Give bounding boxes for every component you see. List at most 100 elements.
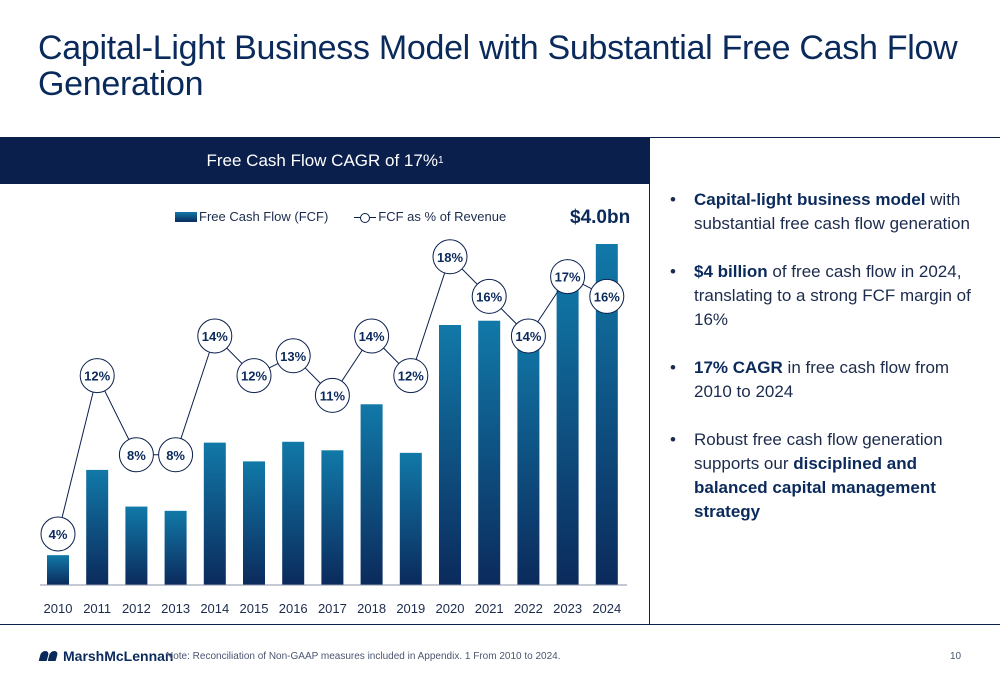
fcf-pct-marker-2011: 12% xyxy=(79,358,115,394)
fcf-pct-label-2013: 8% xyxy=(166,448,185,463)
fcf-chart: 4% 12% 8% 8% 14% 12% 13% 11% 14% 12% 18% 16% 14% 17% 1… xyxy=(40,239,627,616)
line-marker-icon xyxy=(354,211,377,223)
fcf-pct-label-2016: 13% xyxy=(280,349,306,364)
fcf-bar-2020 xyxy=(439,324,461,585)
fcf-bar-2019 xyxy=(399,452,422,585)
panel-divider xyxy=(649,137,650,625)
fcf-bar-2021 xyxy=(478,320,501,585)
fcf-pct-label-2024: 16% xyxy=(594,289,620,304)
x-tick-2011: 2011 xyxy=(83,601,111,616)
fcf-bar-2015 xyxy=(243,461,265,585)
fcf-pct-point-2013 xyxy=(158,437,194,473)
fcf-pct-marker-2024: 16% xyxy=(589,278,625,314)
fcf-pct-label-2020: 18% xyxy=(437,250,463,265)
fcf-pct-point-2024 xyxy=(589,278,625,314)
fcf-pct-label-2011: 12% xyxy=(84,369,110,384)
x-tick-2018: 2018 xyxy=(357,601,386,616)
legend-item-fcf-pct: FCF as % of Revenue xyxy=(354,209,506,224)
fcf-pct-label-2023: 17% xyxy=(555,270,581,285)
fcf-pct-marker-2013: 8% xyxy=(158,437,194,473)
fcf-bar-2022 xyxy=(517,327,540,585)
fcf-pct-marker-2015: 12% xyxy=(236,358,272,394)
fcf-pct-point-2020 xyxy=(432,239,468,275)
x-tick-2021: 2021 xyxy=(475,601,504,616)
fcf-pct-point-2018 xyxy=(354,318,390,354)
panel-header-text: Free Cash Flow CAGR of 17% xyxy=(206,150,438,170)
fcf-pct-label-2012: 8% xyxy=(127,448,146,463)
fcf-pct-marker-2022: 14% xyxy=(510,318,546,354)
fcf-pct-point-2012 xyxy=(118,437,154,473)
bar-swatch-icon xyxy=(175,211,197,222)
fcf-2024-callout: $4.0bn xyxy=(570,207,631,228)
x-tick-2010: 2010 xyxy=(44,601,73,616)
chart-panel-header: Free Cash Flow CAGR of 17% 1 xyxy=(0,137,650,184)
panel-top-rule xyxy=(650,137,1000,138)
fcf-pct-point-2017 xyxy=(314,377,350,413)
logo-mark-icon xyxy=(38,651,59,661)
fcf-pct-label-2021: 16% xyxy=(476,289,502,304)
fcf-pct-point-2014 xyxy=(197,318,233,354)
bullet-item: • Capital-light business model with subst… xyxy=(670,190,970,233)
x-tick-2024: 2024 xyxy=(592,601,621,616)
fcf-pct-marker-2023: 17% xyxy=(550,259,586,295)
x-tick-2012: 2012 xyxy=(122,601,151,616)
x-tick-2020: 2020 xyxy=(436,601,465,616)
fcf-pct-marker-2017: 11% xyxy=(314,377,350,413)
fcf-bar-2017 xyxy=(321,450,344,585)
fcf-bar-2016 xyxy=(282,441,305,585)
x-tick-2023: 2023 xyxy=(553,601,582,616)
page-number: 10 xyxy=(950,651,962,662)
x-tick-2016: 2016 xyxy=(279,601,308,616)
fcf-pct-marker-2018: 14% xyxy=(354,318,390,354)
bullet-item: • Robust free cash flow generation suppor… xyxy=(670,430,943,521)
x-tick-2014: 2014 xyxy=(200,601,229,616)
fcf-pct-point-2011 xyxy=(79,358,115,394)
x-tick-2015: 2015 xyxy=(240,601,269,616)
legend-label-fcf-pct: FCF as % of Revenue xyxy=(378,209,507,224)
fcf-pct-marker-2020: 18% xyxy=(432,239,468,275)
footnote-marker: 1 xyxy=(437,155,444,166)
fcf-pct-label-2017: 11% xyxy=(320,388,346,403)
fcf-pct-marker-2014: 14% xyxy=(197,318,233,354)
fcf-pct-point-2015 xyxy=(236,358,272,394)
legend-label-fcf: Free Cash Flow (FCF) xyxy=(199,209,329,224)
fcf-pct-point-2023 xyxy=(550,259,586,295)
x-tick-2019: 2019 xyxy=(396,601,425,616)
fcf-bar-2010 xyxy=(47,555,69,585)
fcf-pct-point-2019 xyxy=(393,358,429,394)
legend-item-fcf: Free Cash Flow (FCF) xyxy=(175,209,328,224)
fcf-bar-2012 xyxy=(125,506,148,585)
fcf-bar-2024 xyxy=(595,244,618,585)
fcf-pct-point-2022 xyxy=(510,318,546,354)
bullet-item: • $4 billion of free cash flow in 2024, t… xyxy=(670,262,971,329)
fcf-pct-label-2010: 4% xyxy=(49,527,68,542)
key-points-list: • Capital-light business model with subst… xyxy=(668,188,988,548)
bullet-item: • 17% CAGR in free cash flow from 2010 to… xyxy=(670,358,950,401)
fcf-pct-marker-2019: 12% xyxy=(393,358,429,394)
fcf-pct-marker-2021: 16% xyxy=(471,278,507,314)
fcf-pct-marker-2012: 8% xyxy=(118,437,154,473)
fcf-bar-2014 xyxy=(203,442,226,585)
fcf-bar-2023 xyxy=(556,269,579,585)
fcf-pct-label-2019: 12% xyxy=(398,369,424,384)
page-title: Capital-Light Business Model with Substa… xyxy=(38,29,958,103)
fcf-bar-2018 xyxy=(360,404,383,585)
footer-rule xyxy=(0,624,1000,625)
fcf-bar-2013 xyxy=(164,510,187,585)
fcf-pct-label-2014: 14% xyxy=(202,329,228,344)
fcf-pct-marker-2016: 13% xyxy=(275,338,311,374)
fcf-pct-marker-2010: 4% xyxy=(40,516,76,552)
fcf-pct-label-2015: 12% xyxy=(241,369,267,384)
fcf-bar-2011 xyxy=(86,469,109,585)
fcf-pct-point-2016 xyxy=(275,338,311,374)
x-tick-2022: 2022 xyxy=(514,601,543,616)
chart-legend: Free Cash Flow (FCF) FCF as % of Revenue xyxy=(175,209,506,224)
fcf-pct-point-2010 xyxy=(40,516,76,552)
fcf-pct-label-2022: 14% xyxy=(515,329,541,344)
x-tick-2013: 2013 xyxy=(161,601,190,616)
x-tick-2017: 2017 xyxy=(318,601,347,616)
fcf-pct-point-2021 xyxy=(471,278,507,314)
footnote: Note: Reconciliation of Non-GAAP measure… xyxy=(166,651,561,662)
logo-text: MarshMcLennan xyxy=(63,648,174,664)
company-logo: MarshMcLennan xyxy=(38,648,174,664)
